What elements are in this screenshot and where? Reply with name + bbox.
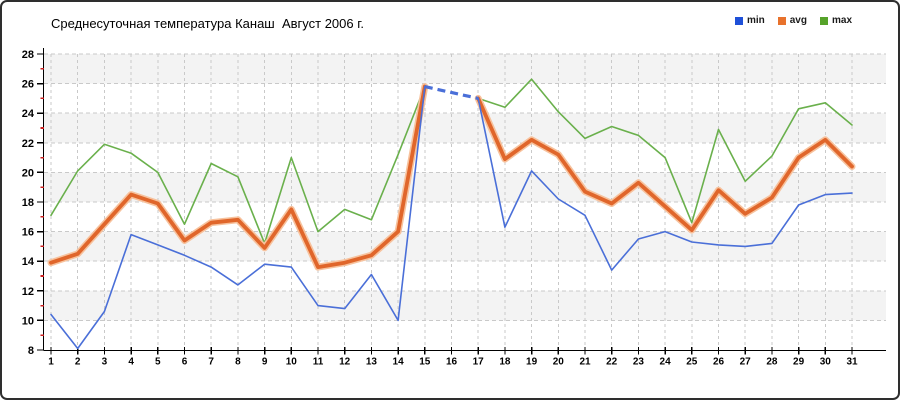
svg-text:16: 16 [22,227,34,239]
svg-text:26: 26 [713,357,725,368]
svg-text:4: 4 [128,357,134,368]
svg-text:20: 20 [553,357,565,368]
svg-text:9: 9 [262,357,268,368]
svg-text:22: 22 [22,138,34,150]
legend-label-avg: avg [789,15,807,26]
svg-text:11: 11 [313,357,324,368]
avg-series-swatch-icon [777,16,786,25]
svg-text:27: 27 [740,357,752,368]
legend-label-min: min [746,15,765,26]
legend-label-max: max [831,15,852,26]
svg-text:24: 24 [660,357,672,368]
svg-text:24: 24 [22,108,35,120]
svg-text:10: 10 [286,357,298,368]
svg-text:21: 21 [579,357,591,368]
svg-text:28: 28 [22,49,34,61]
svg-text:10: 10 [22,315,34,327]
svg-text:14: 14 [393,357,405,368]
svg-text:12: 12 [339,357,351,368]
svg-text:23: 23 [633,357,645,368]
svg-text:29: 29 [793,357,805,368]
svg-text:19: 19 [526,357,538,368]
svg-text:31: 31 [846,357,858,368]
svg-text:18: 18 [499,357,511,368]
svg-text:15: 15 [419,357,431,368]
svg-text:12: 12 [22,286,34,298]
svg-text:8: 8 [28,345,34,357]
svg-text:13: 13 [366,357,378,368]
legend-item-max: max [819,15,852,26]
svg-text:3: 3 [102,357,108,368]
svg-text:28: 28 [766,357,778,368]
svg-text:17: 17 [473,357,485,368]
legend: min avg max [734,15,852,26]
svg-text:18: 18 [22,197,34,209]
svg-text:25: 25 [686,357,698,368]
chart-title: Среднесуточная температура Канаш Август … [51,16,364,31]
svg-text:7: 7 [208,357,214,368]
svg-text:5: 5 [155,357,161,368]
svg-text:6: 6 [182,357,188,368]
svg-text:14: 14 [22,256,35,268]
max-series-swatch-icon [819,16,828,25]
svg-text:20: 20 [22,167,34,179]
legend-item-min: min [734,15,765,26]
svg-text:8: 8 [235,357,241,368]
svg-text:22: 22 [606,357,618,368]
svg-text:26: 26 [22,79,34,91]
svg-text:2: 2 [75,357,81,368]
svg-text:1: 1 [48,357,54,368]
legend-item-avg: avg [777,15,807,26]
svg-text:16: 16 [446,357,458,368]
svg-text:30: 30 [820,357,832,368]
min-series-swatch-icon [734,16,743,25]
